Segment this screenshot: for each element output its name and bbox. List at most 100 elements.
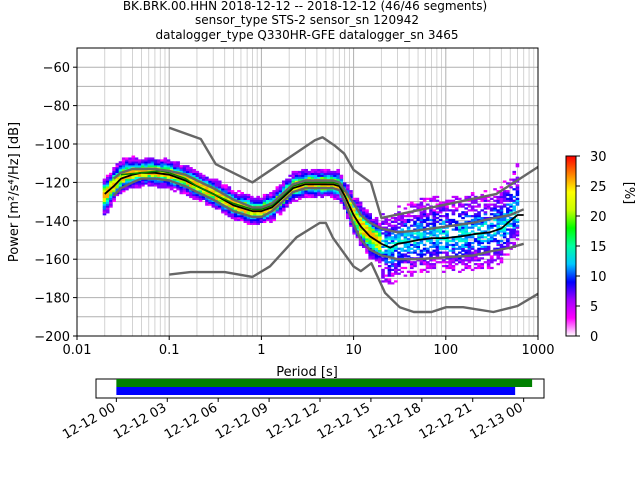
heatmap-cell	[429, 251, 433, 254]
heatmap-cell	[483, 205, 488, 208]
heatmap-cell	[269, 215, 273, 218]
heatmap-cell	[429, 230, 433, 233]
heatmap-cell	[185, 192, 190, 195]
heatmap-cell	[333, 192, 337, 195]
heatmap-cell	[249, 197, 254, 200]
heatmap-cell	[506, 211, 510, 214]
heatmap-cell	[102, 207, 107, 210]
heatmap-cell	[406, 238, 411, 241]
heatmap-cell	[201, 195, 206, 199]
heatmap-cell	[464, 241, 469, 245]
heatmap-cell	[445, 253, 449, 256]
heatmap-cell	[470, 236, 475, 239]
heatmap-cell	[445, 215, 449, 218]
heatmap-cell	[406, 226, 411, 229]
heatmap-cell	[208, 203, 212, 206]
heatmap-cell	[166, 163, 171, 166]
heatmap-cell	[419, 197, 424, 200]
heatmap-cell	[205, 197, 209, 200]
heatmap-cell	[403, 215, 408, 218]
heatmap-cell	[275, 211, 280, 214]
grid-lines	[76, 48, 538, 336]
heatmap-cell	[125, 157, 129, 160]
heatmap-cell	[240, 192, 244, 195]
heatmap-cell	[422, 261, 427, 264]
heatmap-cell	[390, 274, 395, 277]
heatmap-cell	[115, 184, 120, 187]
heatmap-cell	[333, 178, 337, 181]
heatmap-cell	[368, 213, 373, 216]
heatmap-cell	[368, 241, 373, 245]
heatmap-cell	[240, 209, 244, 212]
heatmap-cell	[403, 266, 408, 270]
heatmap-cell	[461, 232, 465, 235]
colorbar-tick-label: 25	[590, 180, 607, 195]
heatmap-cell	[458, 240, 462, 243]
heatmap-cell	[214, 184, 219, 187]
heatmap-cell	[160, 165, 164, 168]
heatmap-cell	[105, 182, 110, 185]
heatmap-cell	[137, 159, 142, 162]
heatmap-cell	[509, 195, 513, 199]
heatmap-cell	[192, 180, 196, 183]
heatmap-cell	[381, 280, 385, 283]
heatmap-cell	[118, 190, 123, 193]
heatmap-cell	[358, 203, 363, 206]
heatmap-cell	[483, 220, 488, 224]
heatmap-cell	[413, 263, 417, 266]
heatmap-cell	[394, 241, 398, 245]
heatmap-cell	[515, 232, 520, 235]
heatmap-cell	[480, 263, 485, 266]
heatmap-cell	[509, 230, 513, 233]
heatmap-cell	[438, 247, 443, 250]
heatmap-cell	[173, 165, 177, 168]
heatmap-cell	[413, 261, 417, 264]
heatmap-cell	[352, 209, 356, 212]
colorbar-tick-label: 15	[590, 240, 607, 255]
heatmap-cell	[281, 209, 286, 212]
heatmap-cell	[480, 245, 485, 248]
heatmap-cell	[413, 243, 417, 247]
heatmap-cell	[400, 234, 405, 237]
heatmap-cell	[179, 186, 184, 189]
heatmap-cell	[329, 184, 334, 187]
heatmap-cell	[474, 266, 478, 270]
heatmap-cell	[435, 199, 440, 202]
heatmap-cell	[125, 159, 129, 162]
heatmap-cell	[227, 211, 232, 214]
heatmap-cell	[378, 222, 382, 225]
heatmap-cell	[160, 182, 164, 185]
heatmap-cell	[429, 209, 433, 212]
heatmap-cell	[502, 213, 507, 216]
heatmap-cell	[448, 264, 453, 268]
heatmap-cell	[438, 218, 443, 222]
heatmap-cell	[352, 216, 356, 220]
heatmap-cell	[378, 247, 382, 250]
heatmap-cell	[432, 243, 437, 247]
heatmap-cell	[102, 195, 107, 199]
heatmap-cell	[470, 199, 475, 202]
heatmap-cell	[515, 218, 520, 222]
heatmap-cell	[416, 216, 421, 220]
curve-high-noise-model	[168, 126, 538, 220]
heatmap-cell	[387, 218, 392, 222]
heatmap-cell	[474, 199, 478, 202]
heatmap-cell	[134, 184, 139, 187]
heatmap-cell	[384, 259, 389, 262]
heatmap-cell	[426, 236, 430, 239]
heatmap-cell	[397, 268, 401, 272]
heatmap-cell	[288, 201, 292, 204]
heatmap-cell	[185, 168, 190, 172]
heatmap-cell	[189, 190, 193, 193]
heatmap-cell	[403, 253, 408, 256]
heatmap-cell	[253, 201, 257, 204]
heatmap-cell	[502, 216, 507, 220]
heatmap-cell	[144, 161, 148, 164]
heatmap-cell	[285, 180, 289, 183]
heatmap-cell	[365, 215, 369, 218]
heatmap-cell	[483, 190, 488, 193]
heatmap-cell	[224, 203, 228, 206]
heatmap-cell	[208, 180, 212, 183]
heatmap-cell	[272, 216, 276, 220]
heatmap-cell	[458, 245, 462, 248]
